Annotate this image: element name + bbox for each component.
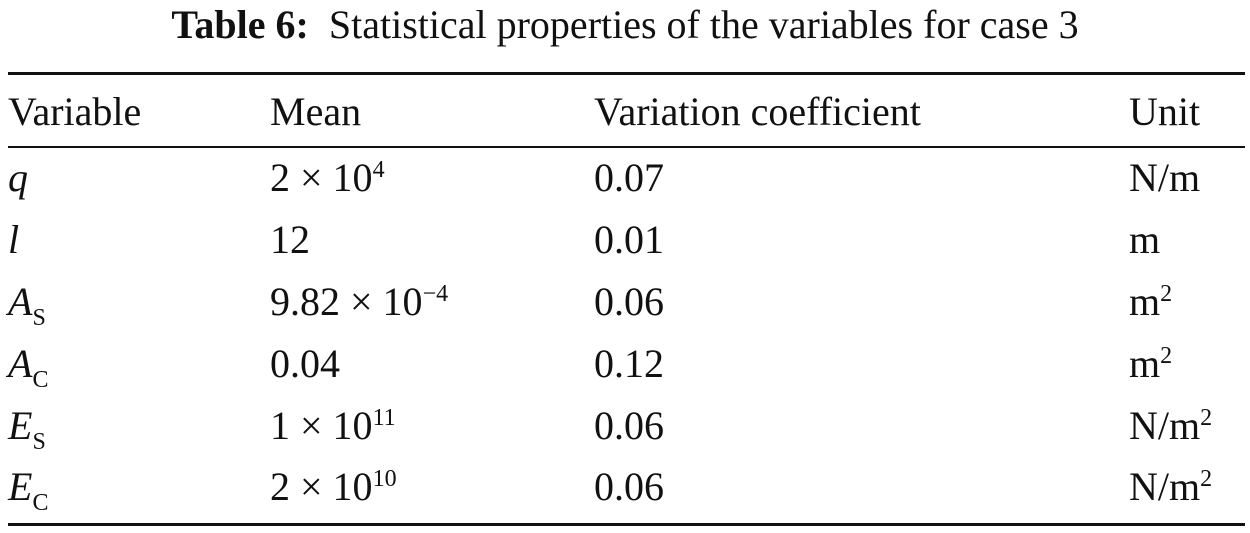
variable-cell: AC bbox=[8, 332, 270, 394]
variable-cell: l bbox=[8, 209, 270, 271]
mean-value: 12 bbox=[270, 217, 310, 263]
table-row: ES 1 × 1011 0.06 N/m2 bbox=[8, 394, 1245, 456]
mean-value: 2 × 10 bbox=[270, 155, 373, 201]
table-caption-text: Statistical properties of the variables … bbox=[328, 2, 1079, 47]
table-caption-label: Table 6: bbox=[171, 2, 309, 47]
mean-value: 1 × 10 bbox=[270, 402, 373, 448]
cv-cell: 0.12 bbox=[594, 340, 664, 386]
mean-cell: 0.04 bbox=[270, 332, 594, 394]
mean-cell: 1 × 1011 bbox=[270, 394, 594, 456]
statistical-properties-table: Variable Mean Variation coefficient Unit… bbox=[8, 75, 1245, 518]
variable-subscript: S bbox=[32, 304, 46, 331]
unit-cell: N/m2 bbox=[1129, 456, 1245, 518]
cv-cell: 0.06 bbox=[594, 464, 664, 510]
header-variation-coefficient: Variation coefficient bbox=[594, 88, 921, 134]
unit-cell: N/m2 bbox=[1129, 394, 1245, 456]
mean-exponent: −4 bbox=[422, 280, 449, 307]
unit-cell: m bbox=[1129, 209, 1245, 271]
unit-exponent: 2 bbox=[1200, 404, 1213, 431]
unit-cell: N/m bbox=[1129, 147, 1245, 209]
unit-value: m bbox=[1129, 278, 1161, 324]
variable-cell: q bbox=[8, 147, 270, 209]
unit-exponent: 2 bbox=[1200, 466, 1213, 493]
variable-cell: ES bbox=[8, 394, 270, 456]
table-header-rule bbox=[8, 146, 1245, 148]
variable-cell: EC bbox=[8, 456, 270, 518]
mean-cell: 2 × 1010 bbox=[270, 456, 594, 518]
unit-exponent: 2 bbox=[1160, 280, 1173, 307]
variable-symbol: l bbox=[8, 217, 20, 263]
unit-cell: m2 bbox=[1129, 271, 1245, 333]
table-top-rule bbox=[8, 72, 1245, 75]
table-bottom-rule bbox=[8, 523, 1245, 526]
cv-cell: 0.01 bbox=[594, 217, 664, 263]
variable-symbol: E bbox=[8, 402, 33, 448]
variable-subscript: C bbox=[32, 366, 49, 393]
unit-value: m bbox=[1129, 340, 1161, 386]
header-unit: Unit bbox=[1129, 88, 1201, 134]
unit-value: m bbox=[1129, 217, 1161, 263]
mean-exponent: 11 bbox=[372, 404, 396, 431]
table-row: AC 0.04 0.12 m2 bbox=[8, 332, 1245, 394]
mean-exponent: 10 bbox=[372, 466, 397, 493]
table-row: AS 9.82 × 10−4 0.06 m2 bbox=[8, 271, 1245, 333]
unit-value: N/m bbox=[1129, 402, 1201, 448]
mean-value: 9.82 × 10 bbox=[270, 278, 423, 324]
variable-symbol: q bbox=[8, 155, 28, 201]
unit-cell: m2 bbox=[1129, 332, 1245, 394]
variable-symbol: E bbox=[8, 464, 33, 510]
unit-exponent: 2 bbox=[1160, 342, 1173, 369]
mean-exponent: 4 bbox=[372, 157, 385, 184]
table-header-row: Variable Mean Variation coefficient Unit bbox=[8, 75, 1245, 147]
table-row: EC 2 × 1010 0.06 N/m2 bbox=[8, 456, 1245, 518]
unit-value: N/m bbox=[1129, 155, 1201, 201]
header-variable: Variable bbox=[8, 88, 142, 134]
mean-value: 2 × 10 bbox=[270, 464, 373, 510]
variable-symbol: A bbox=[8, 278, 33, 324]
variable-symbol: A bbox=[8, 340, 33, 386]
variable-subscript: C bbox=[32, 490, 49, 517]
table-row: l 12 0.01 m bbox=[8, 209, 1245, 271]
unit-value: N/m bbox=[1129, 464, 1201, 510]
cv-cell: 0.06 bbox=[594, 278, 664, 324]
mean-value: 0.04 bbox=[270, 340, 340, 386]
variable-subscript: S bbox=[32, 428, 46, 455]
cv-cell: 0.06 bbox=[594, 402, 664, 448]
variable-cell: AS bbox=[8, 271, 270, 333]
header-mean: Mean bbox=[270, 88, 362, 134]
mean-cell: 9.82 × 10−4 bbox=[270, 271, 594, 333]
table-row: q 2 × 104 0.07 N/m bbox=[8, 147, 1245, 209]
table-caption: Table 6: Statistical properties of the v… bbox=[0, 0, 1250, 56]
mean-cell: 12 bbox=[270, 209, 594, 271]
mean-cell: 2 × 104 bbox=[270, 147, 594, 209]
cv-cell: 0.07 bbox=[594, 155, 664, 201]
